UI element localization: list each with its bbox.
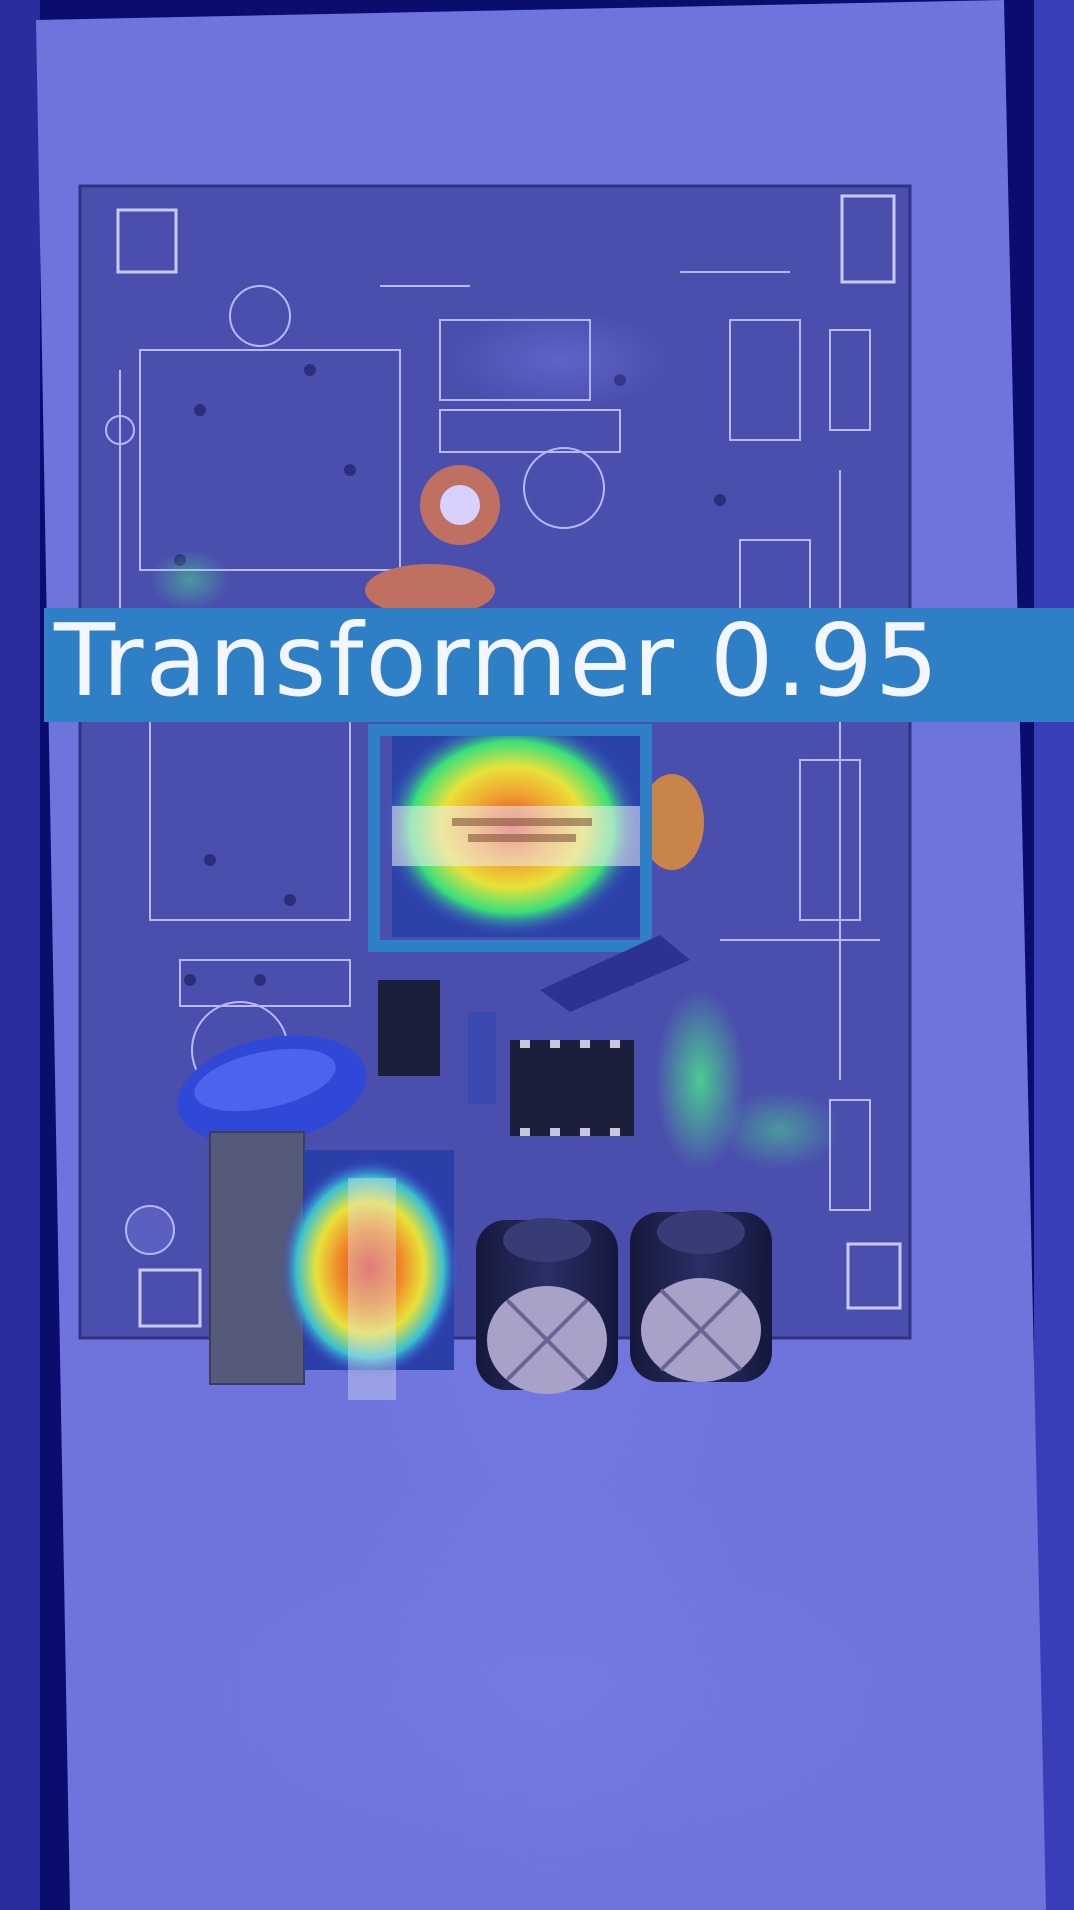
hot-component (280, 1150, 460, 1400)
detection-label-background (44, 608, 1074, 722)
electrolytic-capacitor-left (476, 1218, 618, 1394)
detection-label: Transformer 0.95 (54, 602, 941, 719)
transformer-component (382, 717, 642, 937)
detection-box (368, 724, 652, 952)
electrolytic-capacitor-right (630, 1210, 772, 1382)
